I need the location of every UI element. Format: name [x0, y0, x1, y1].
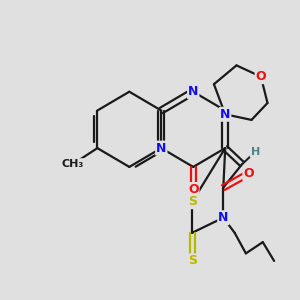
Text: N: N [188, 85, 198, 98]
Text: O: O [256, 70, 266, 83]
Text: S: S [188, 254, 197, 267]
Text: S: S [188, 195, 197, 208]
Text: N: N [220, 108, 230, 121]
Text: H: H [251, 147, 260, 157]
Text: N: N [218, 211, 229, 224]
Text: N: N [156, 142, 166, 154]
Text: O: O [243, 167, 254, 180]
Text: O: O [188, 183, 199, 196]
Text: CH₃: CH₃ [62, 159, 84, 169]
